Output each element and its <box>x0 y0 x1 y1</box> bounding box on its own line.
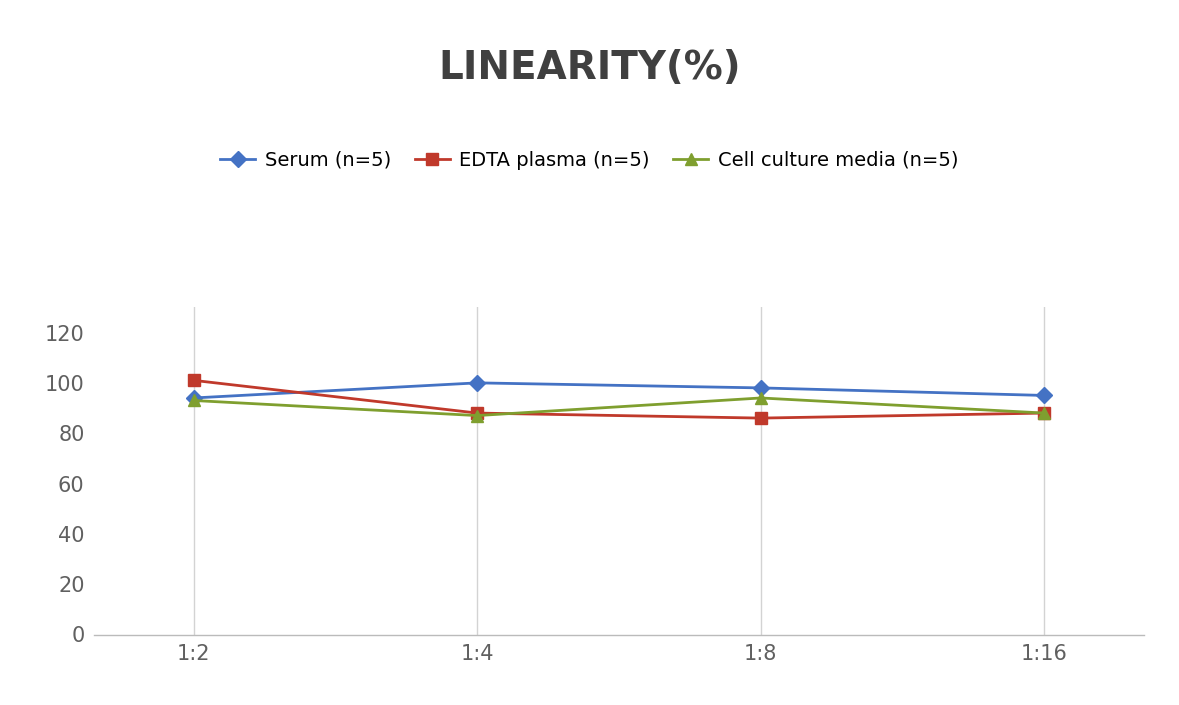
Serum (n=5) <box>470 379 485 387</box>
Line: EDTA plasma (n=5): EDTA plasma (n=5) <box>187 375 1050 424</box>
EDTA plasma (n=5) <box>753 414 768 422</box>
Legend: Serum (n=5), EDTA plasma (n=5), Cell culture media (n=5): Serum (n=5), EDTA plasma (n=5), Cell cul… <box>220 151 959 170</box>
Serum (n=5) <box>753 384 768 392</box>
EDTA plasma (n=5) <box>186 376 200 385</box>
Cell culture media (n=5) <box>470 411 485 419</box>
EDTA plasma (n=5) <box>470 409 485 417</box>
Line: Cell culture media (n=5): Cell culture media (n=5) <box>187 393 1050 421</box>
Serum (n=5) <box>186 393 200 402</box>
Serum (n=5) <box>1038 391 1052 400</box>
Cell culture media (n=5) <box>186 396 200 405</box>
EDTA plasma (n=5) <box>1038 409 1052 417</box>
Cell culture media (n=5) <box>753 393 768 402</box>
Line: Serum (n=5): Serum (n=5) <box>187 377 1050 403</box>
Text: LINEARITY(%): LINEARITY(%) <box>439 49 740 87</box>
Cell culture media (n=5) <box>1038 409 1052 417</box>
